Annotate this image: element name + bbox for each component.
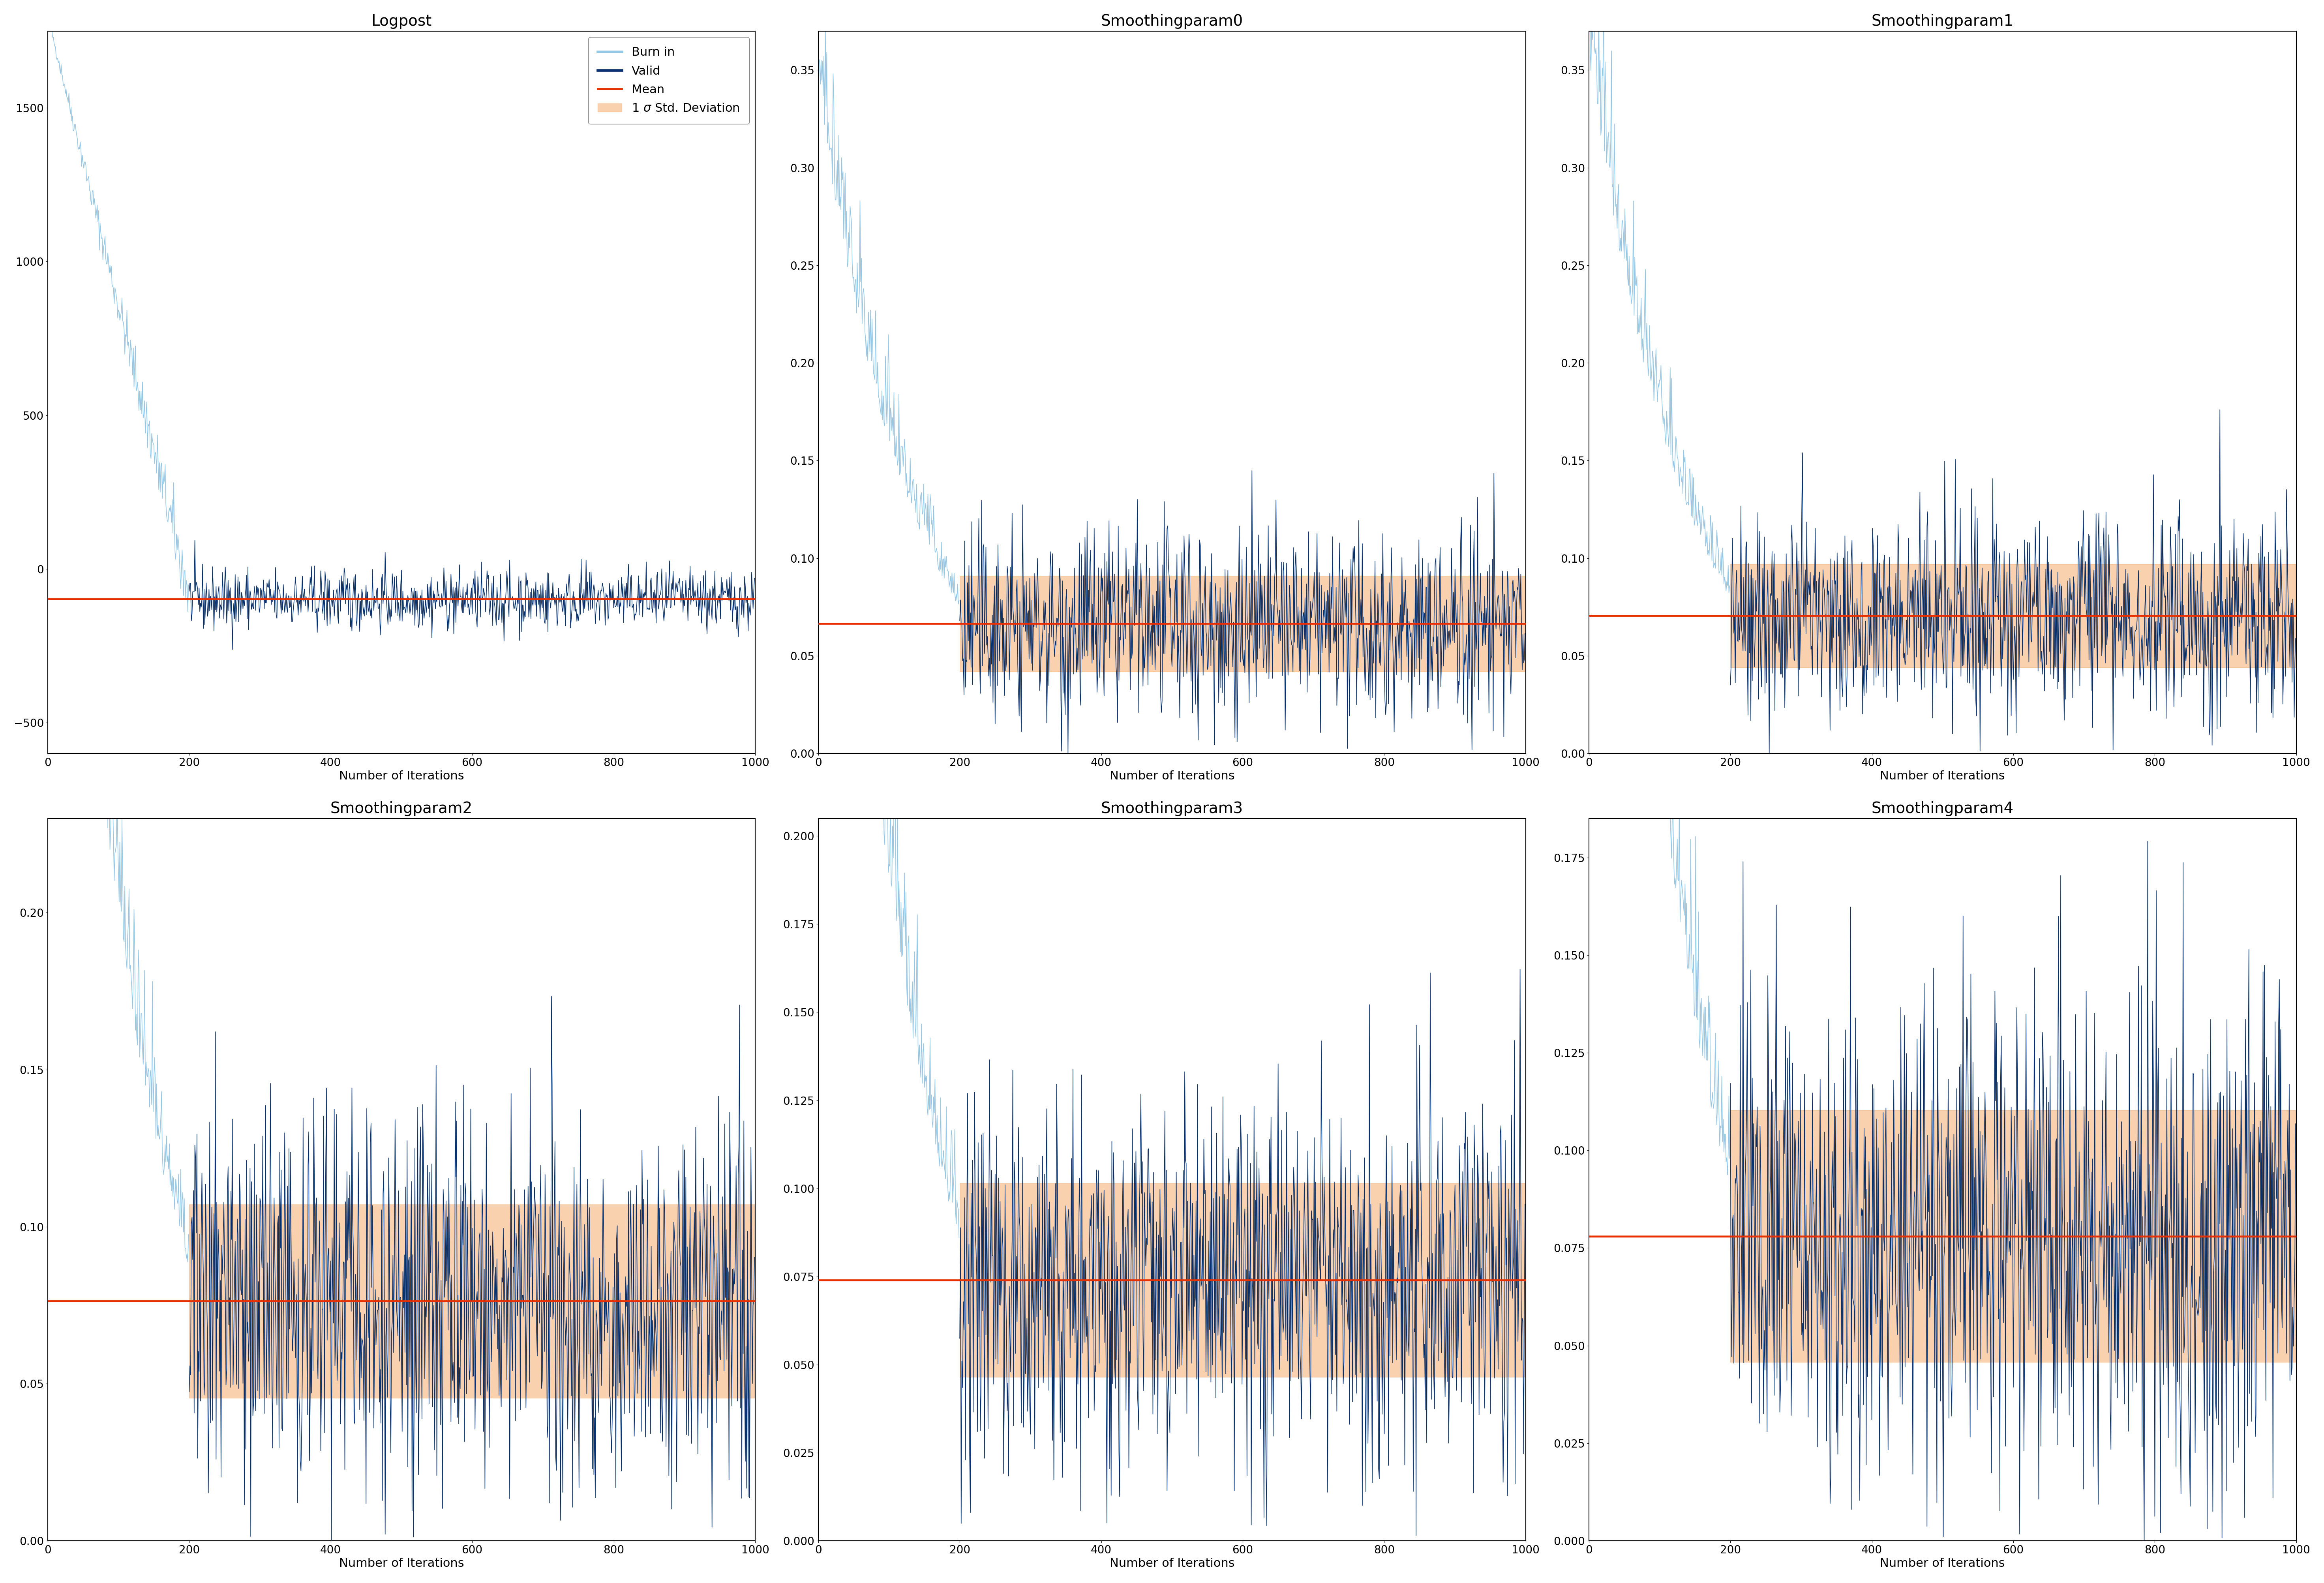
X-axis label: Number of Iterations: Number of Iterations — [339, 771, 465, 782]
Title: Smoothingparam3: Smoothingparam3 — [1102, 801, 1243, 817]
X-axis label: Number of Iterations: Number of Iterations — [339, 1558, 465, 1569]
X-axis label: Number of Iterations: Number of Iterations — [1880, 1558, 2006, 1569]
Title: Smoothingparam0: Smoothingparam0 — [1102, 14, 1243, 28]
Title: Smoothingparam1: Smoothingparam1 — [1871, 14, 2013, 28]
X-axis label: Number of Iterations: Number of Iterations — [1109, 1558, 1234, 1569]
Title: Smoothingparam2: Smoothingparam2 — [330, 801, 472, 817]
Title: Logpost: Logpost — [372, 14, 432, 28]
Legend: Burn in, Valid, Mean, 1 $\sigma$ Std. Deviation: Burn in, Valid, Mean, 1 $\sigma$ Std. De… — [588, 36, 748, 123]
X-axis label: Number of Iterations: Number of Iterations — [1109, 771, 1234, 782]
Title: Smoothingparam4: Smoothingparam4 — [1871, 801, 2013, 817]
X-axis label: Number of Iterations: Number of Iterations — [1880, 771, 2006, 782]
